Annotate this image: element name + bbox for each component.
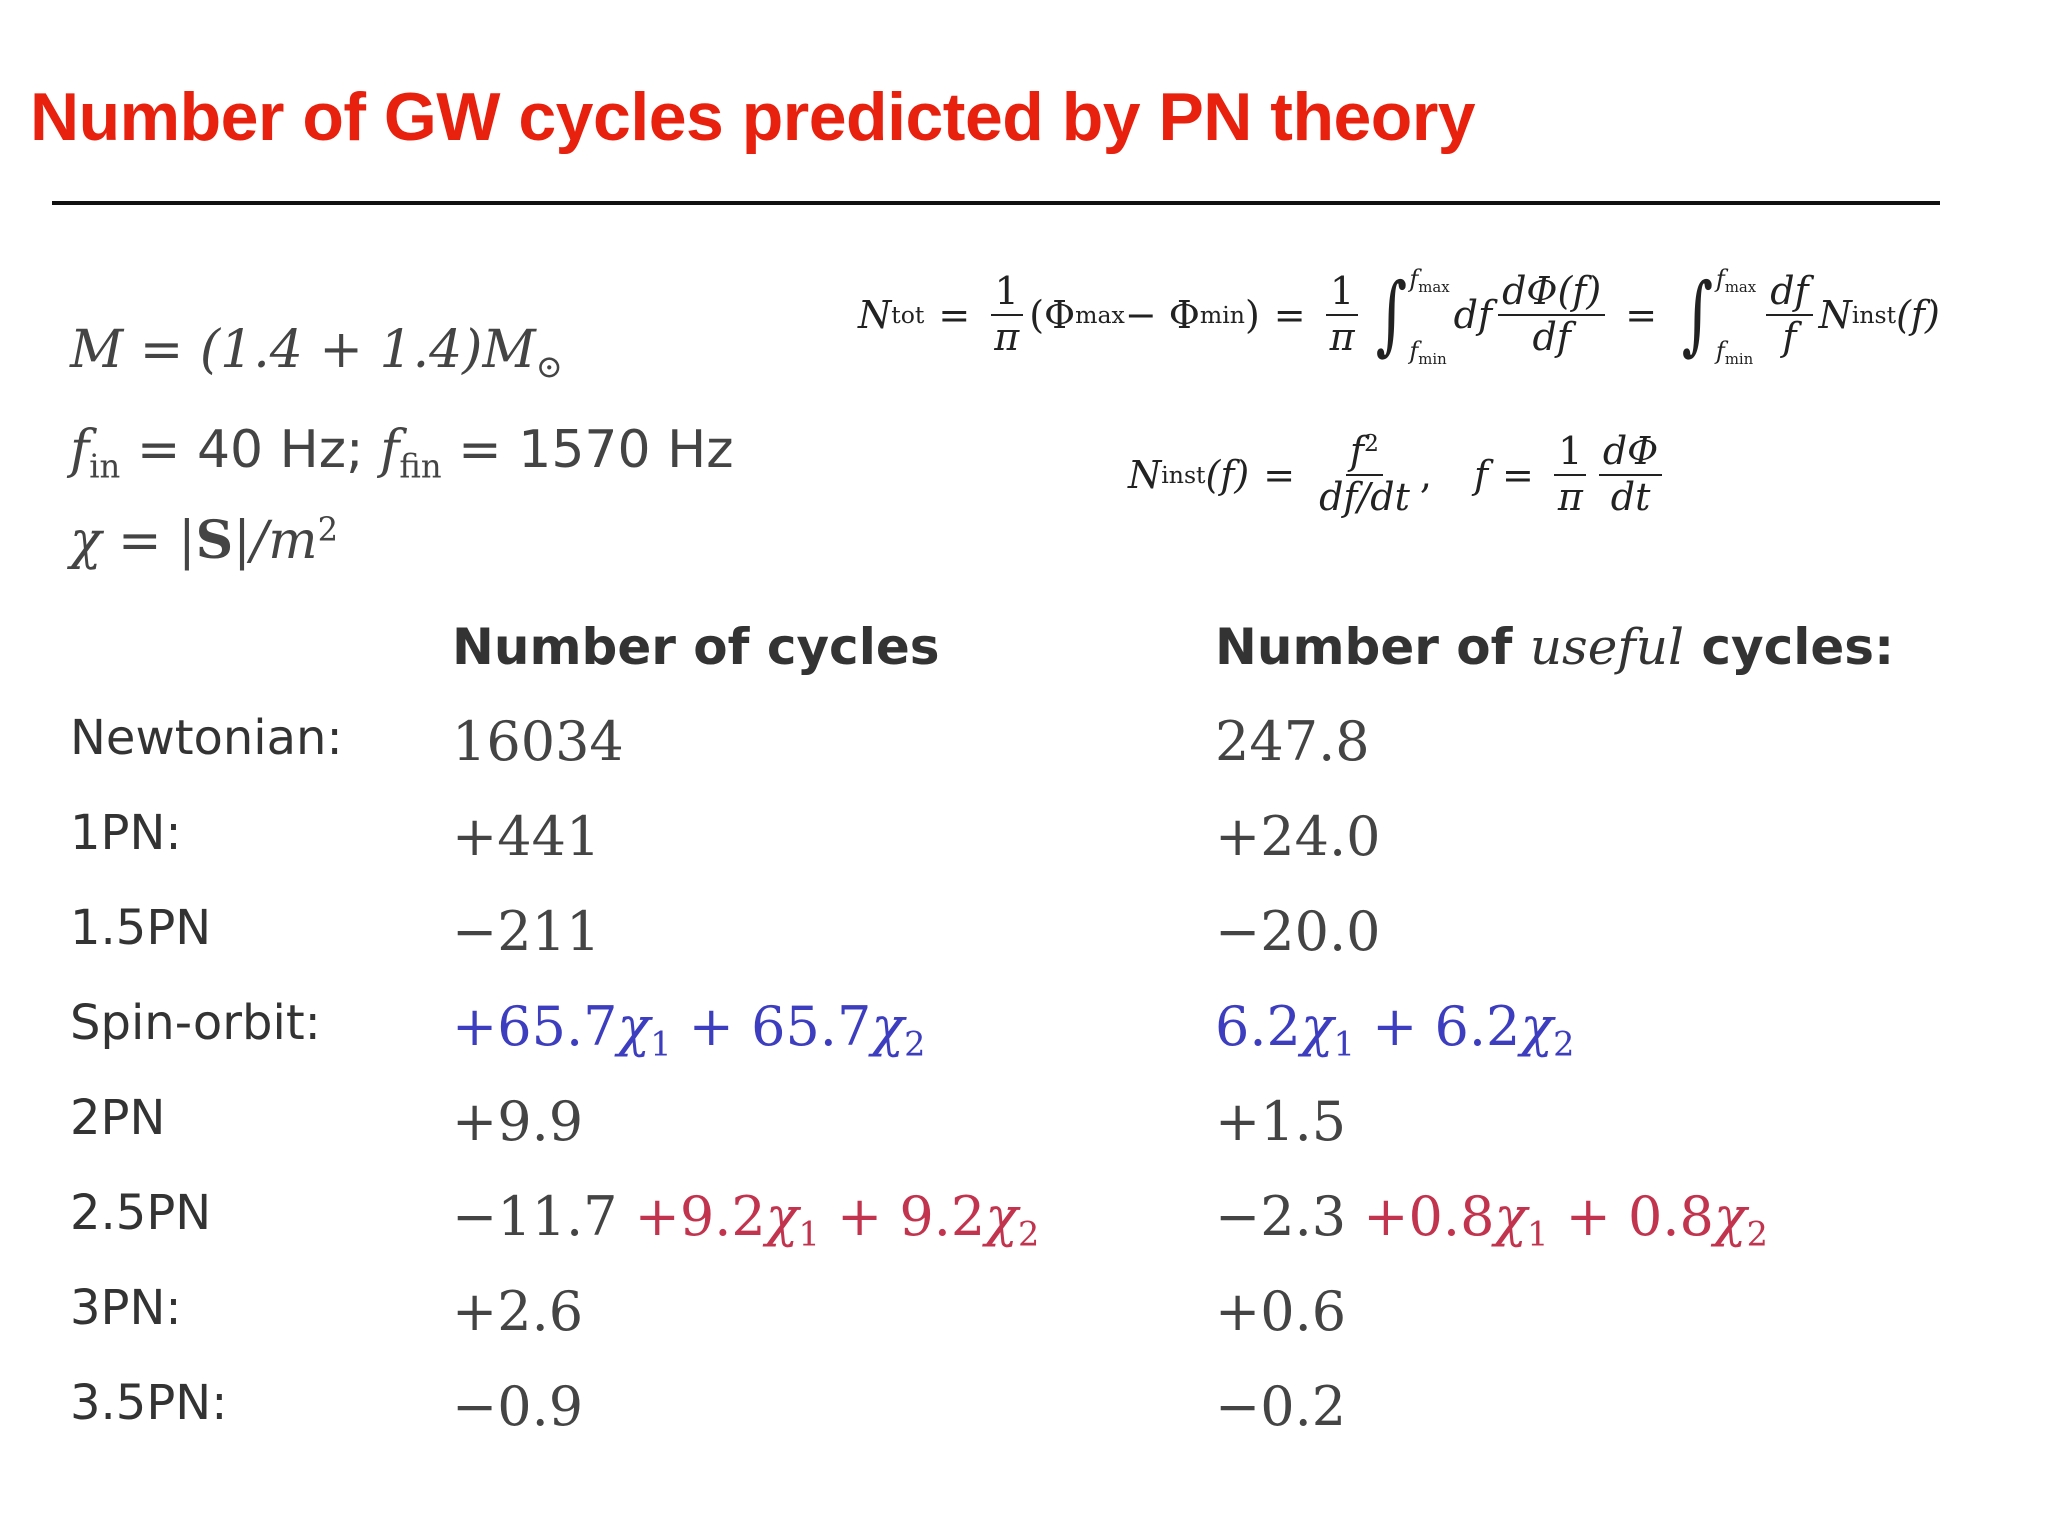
chi-rhs: |/m	[233, 511, 318, 571]
cycles-value: 16034	[452, 710, 624, 773]
table-row: Newtonian: 16034 247.8	[0, 710, 2048, 800]
cycles-value: −211	[452, 900, 601, 963]
f2-over-dfdt: f2 df/dt	[1319, 429, 1410, 519]
cycles-value: −0.9	[452, 1375, 584, 1438]
row-label: 2PN	[70, 1090, 166, 1146]
useful-value: −20.0	[1215, 900, 1381, 963]
row-label: Spin-orbit:	[70, 995, 321, 1051]
freq-fin-sub: fin	[399, 447, 442, 486]
table-row: Spin-orbit: +65.7χ1 + 65.7χ2 6.2χ1 + 6.2…	[0, 995, 2048, 1085]
table-row: 1PN: +441 +24.0	[0, 805, 2048, 895]
chi-spin-vector: S	[195, 510, 234, 571]
mass-text: M = (1.4 + 1.4)M	[70, 320, 536, 380]
row-label: 3.5PN:	[70, 1375, 228, 1431]
dphi-df-fraction: dΦ(f) df	[1498, 271, 1606, 358]
table-row: 1.5PN −211 −20.0	[0, 900, 2048, 990]
cycles-value-spin-orbit: +65.7χ1 + 65.7χ2	[452, 995, 926, 1064]
row-label: 2.5PN	[70, 1185, 212, 1241]
dphi-dt-fraction: dΦ dt	[1598, 431, 1663, 518]
freq-in-value: = 40 Hz;	[120, 420, 381, 480]
slide-title: Number of GW cycles predicted by PN theo…	[30, 79, 1476, 155]
useful-value: +1.5	[1215, 1090, 1347, 1153]
table-row: 2.5PN −11.7 +9.2χ1 + 9.2χ2 −2.3 +0.8χ1 +…	[0, 1185, 2048, 1275]
row-label: 1PN:	[70, 805, 182, 861]
integral-2: ∫ fmax fmin	[1681, 265, 1757, 368]
useful-value: −0.2	[1215, 1375, 1347, 1438]
table-row: 3PN: +2.6 +0.6	[0, 1280, 2048, 1370]
useful-value-spin-orbit: 6.2χ1 + 6.2χ2	[1215, 995, 1575, 1064]
freq-in-sub: in	[89, 447, 121, 486]
cycles-value: +9.9	[452, 1090, 584, 1153]
sun-symbol: ⊙	[535, 347, 563, 386]
cycles-value-2-5pn: −11.7 +9.2χ1 + 9.2χ2	[452, 1185, 1040, 1254]
useful-value-2-5pn: −2.3 +0.8χ1 + 0.8χ2	[1215, 1185, 1768, 1254]
title-divider	[52, 201, 1940, 205]
phase-open: (Φ	[1029, 293, 1076, 337]
header-useful-cycles: Number of useful cycles:	[1215, 618, 1895, 676]
table-row: 3.5PN: −0.9 −0.2	[0, 1375, 2048, 1465]
chi-exponent: 2	[317, 510, 339, 549]
ntot-symbol: N	[858, 293, 892, 337]
useful-value: +0.6	[1215, 1280, 1347, 1343]
freq-fin-value: = 1570 Hz	[441, 420, 734, 480]
chi-lhs: χ = |	[70, 511, 196, 571]
frequency-parameters: fin = 40 Hz; ffin = 1570 Hz	[70, 420, 734, 482]
row-label: Newtonian:	[70, 710, 343, 766]
integral-1: ∫ fmax fmin	[1375, 265, 1450, 368]
chi-definition: χ = |S|/m2	[70, 510, 338, 571]
freq-fin-label: f	[380, 420, 400, 480]
table-row: 2PN +9.9 +1.5	[0, 1090, 2048, 1180]
useful-value: +24.0	[1215, 805, 1381, 868]
row-label: 3PN:	[70, 1280, 182, 1336]
mass-parameter: M = (1.4 + 1.4)M⊙	[70, 320, 563, 382]
equals-sign: =	[938, 293, 971, 337]
row-label: 1.5PN	[70, 900, 212, 956]
cycles-value: +2.6	[452, 1280, 584, 1343]
df-f-fraction: df f	[1766, 271, 1813, 358]
header-number-of-cycles: Number of cycles	[452, 618, 940, 676]
useful-value: 247.8	[1215, 710, 1370, 773]
freq-in-label: f	[70, 420, 90, 480]
cycles-value: +441	[452, 805, 601, 868]
